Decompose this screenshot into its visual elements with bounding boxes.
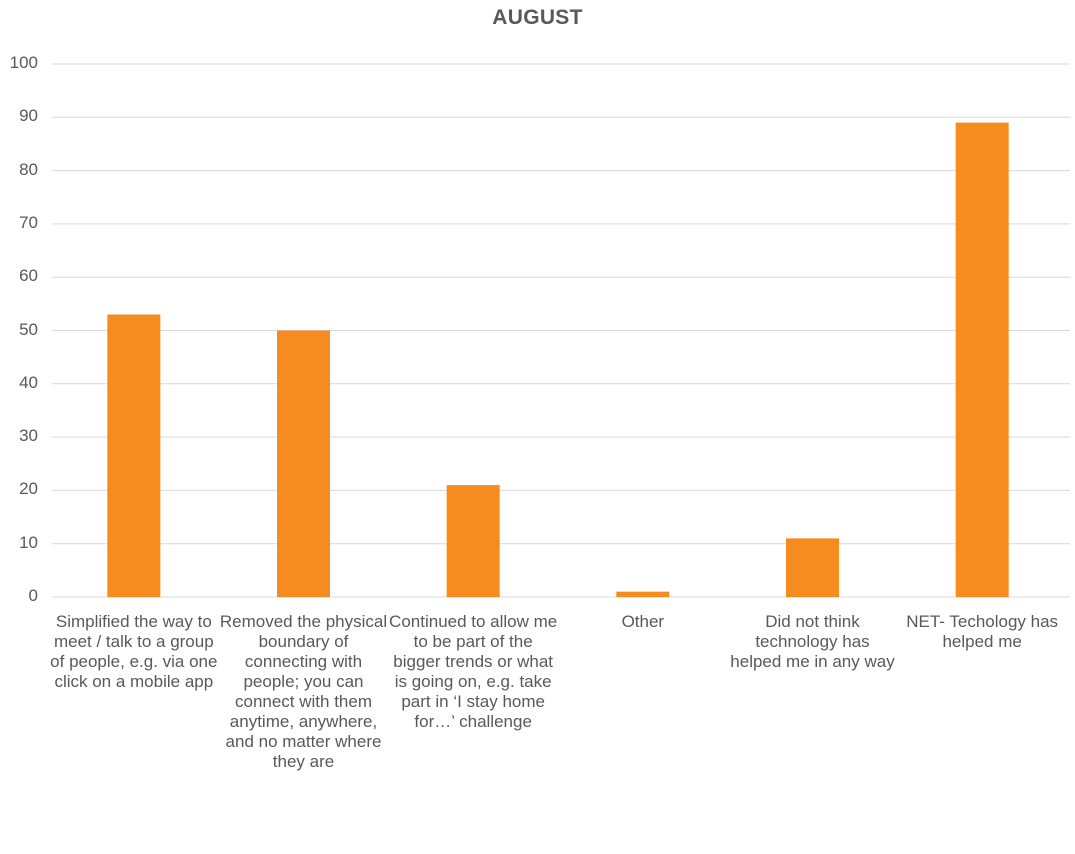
bar bbox=[277, 330, 330, 597]
y-tick-label: 30 bbox=[19, 426, 38, 446]
x-category-label: Other bbox=[621, 612, 665, 631]
y-tick-label: 40 bbox=[19, 372, 38, 392]
y-tick-label: 90 bbox=[19, 106, 38, 126]
y-tick-label: 20 bbox=[19, 479, 38, 499]
x-category-label: Did not think technology has helped me i… bbox=[730, 612, 895, 671]
y-tick-label: 10 bbox=[19, 532, 38, 552]
y-tick-label: 80 bbox=[19, 159, 38, 179]
y-tick-label: 100 bbox=[9, 53, 38, 72]
x-category-label: Simplified the way to meet / talk to a g… bbox=[50, 612, 218, 691]
bar bbox=[616, 591, 670, 597]
y-tick-label: 60 bbox=[19, 266, 38, 286]
x-category-label: Continued to allow me to be part of the … bbox=[389, 612, 558, 731]
y-tick-label: 70 bbox=[19, 212, 38, 232]
bar bbox=[786, 538, 839, 597]
y-tick-label: 0 bbox=[28, 586, 38, 605]
bar bbox=[446, 485, 500, 597]
x-category-label: Removed the physical boundary of connect… bbox=[219, 612, 388, 771]
y-tick-label: 50 bbox=[19, 319, 38, 339]
bar bbox=[955, 122, 1009, 597]
bar bbox=[107, 314, 161, 597]
x-category-label: NET- Techology has helped me bbox=[906, 612, 1059, 651]
chart-title: AUGUST bbox=[492, 6, 583, 29]
